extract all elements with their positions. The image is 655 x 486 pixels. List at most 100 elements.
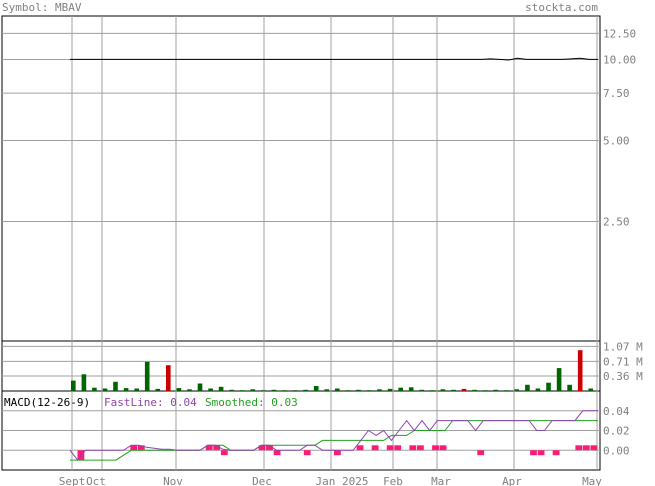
volume-bar <box>81 374 87 391</box>
volume-bar <box>419 389 425 392</box>
price-tick-label: 2.50 <box>603 216 630 229</box>
volume-bar <box>472 389 477 392</box>
macd-smoothed-label: Smoothed: 0.03 <box>205 396 298 409</box>
x-axis-label: Dec <box>252 475 272 486</box>
macd-histogram-bar <box>137 445 145 451</box>
volume-bar <box>398 387 403 391</box>
volume-bar <box>134 388 139 391</box>
macd-histogram-bar <box>477 450 485 456</box>
volume-bar <box>430 390 435 391</box>
macd-histogram-bar <box>130 445 138 451</box>
volume-bar <box>556 368 562 391</box>
x-axis-label: Apr <box>502 475 522 486</box>
x-axis-label: Oct <box>86 475 106 486</box>
volume-bar <box>588 388 593 391</box>
x-axis-label: Feb <box>383 475 403 486</box>
macd-histogram-bar <box>417 445 424 451</box>
volume-bar <box>525 384 530 392</box>
volume-bar <box>535 388 541 391</box>
volume-tick-label: 1.07 M <box>603 340 643 353</box>
macd-tick-label: 0.00 <box>603 444 630 457</box>
symbol-label: Symbol: MBAV <box>2 1 82 14</box>
macd-title: MACD(12-26-9) <box>4 396 90 409</box>
volume-bar <box>303 389 308 392</box>
macd-histogram-bar <box>258 445 266 451</box>
price-tick-label: 7.50 <box>603 87 630 100</box>
macd-histogram-bar <box>582 445 590 451</box>
volume-bar <box>113 381 118 391</box>
macd-histogram-bar <box>530 450 537 456</box>
macd-fast-line <box>69 410 598 461</box>
macd-histogram-bar <box>334 450 341 456</box>
volume-bar <box>271 389 277 392</box>
x-axis-label: Jan 2025 <box>316 475 369 486</box>
volume-bar <box>451 389 456 392</box>
volume-bar <box>366 390 372 391</box>
macd-histogram-bar <box>356 445 364 451</box>
macd-histogram-bar <box>439 445 447 451</box>
volume-bar <box>461 388 467 391</box>
price-tick-label: 5.00 <box>603 134 630 147</box>
macd-histogram-bar <box>409 445 417 451</box>
site-label: stockta.com <box>525 1 598 14</box>
volume-bar <box>567 384 572 392</box>
macd-histogram-bar <box>590 445 598 451</box>
volume-bar <box>577 350 583 391</box>
volume-bar <box>197 383 203 391</box>
volume-bar <box>440 389 446 391</box>
price-tick-label: 12.50 <box>603 27 636 40</box>
macd-fast-label: FastLine: 0.04 <box>104 396 197 409</box>
volume-bar <box>493 389 498 392</box>
macd-histogram-bar <box>371 445 379 451</box>
volume-bar <box>218 386 224 391</box>
volume-bar <box>240 390 245 391</box>
volume-bar <box>187 389 192 391</box>
macd-histogram-bar <box>432 445 439 451</box>
volume-bar <box>261 390 266 391</box>
macd-histogram-bar <box>552 450 560 456</box>
macd-tick-label: 0.04 <box>603 405 630 418</box>
macd-histogram-bar <box>220 450 228 456</box>
volume-bar <box>123 388 129 391</box>
x-axis-label: Sept <box>59 475 86 486</box>
volume-bar <box>292 390 298 391</box>
macd-histogram-bar <box>273 450 281 456</box>
volume-bar <box>482 390 488 391</box>
volume-bar <box>514 389 520 391</box>
x-axis-label: Mar <box>431 475 451 486</box>
x-axis-label: May <box>582 475 602 486</box>
macd-tick-label: 0.02 <box>603 425 630 438</box>
volume-bar <box>250 389 256 391</box>
volume-bar <box>229 389 234 392</box>
volume-bar <box>155 388 161 391</box>
volume-bar <box>504 390 509 391</box>
volume-bar <box>92 387 97 391</box>
macd-histogram-bar <box>394 445 402 451</box>
volume-bar <box>356 389 361 392</box>
volume-tick-label: 0.71 M <box>603 355 643 368</box>
volume-bar <box>282 390 287 391</box>
x-axis-label: Nov <box>163 475 183 486</box>
volume-bar <box>387 388 393 391</box>
volume-bar <box>166 365 171 391</box>
macd-histogram-bar <box>386 445 394 451</box>
volume-bar <box>144 361 150 391</box>
macd-histogram-bar <box>266 445 273 451</box>
volume-bar <box>324 389 329 391</box>
volume-bar <box>377 389 382 391</box>
volume-bar <box>546 382 551 391</box>
macd-histogram-bar <box>303 450 311 456</box>
price-tick-label: 10.00 <box>603 53 636 66</box>
volume-bar <box>408 387 414 392</box>
price-panel-frame <box>1 15 601 342</box>
volume-bar <box>102 388 108 391</box>
volume-bar <box>208 388 213 391</box>
volume-bar <box>313 386 319 391</box>
volume-tick-label: 0.36 M <box>603 370 643 383</box>
macd-histogram-bar <box>537 450 545 456</box>
volume-bar <box>176 388 182 391</box>
macd-histogram-bar <box>213 445 221 451</box>
macd-histogram-bar <box>205 445 213 451</box>
